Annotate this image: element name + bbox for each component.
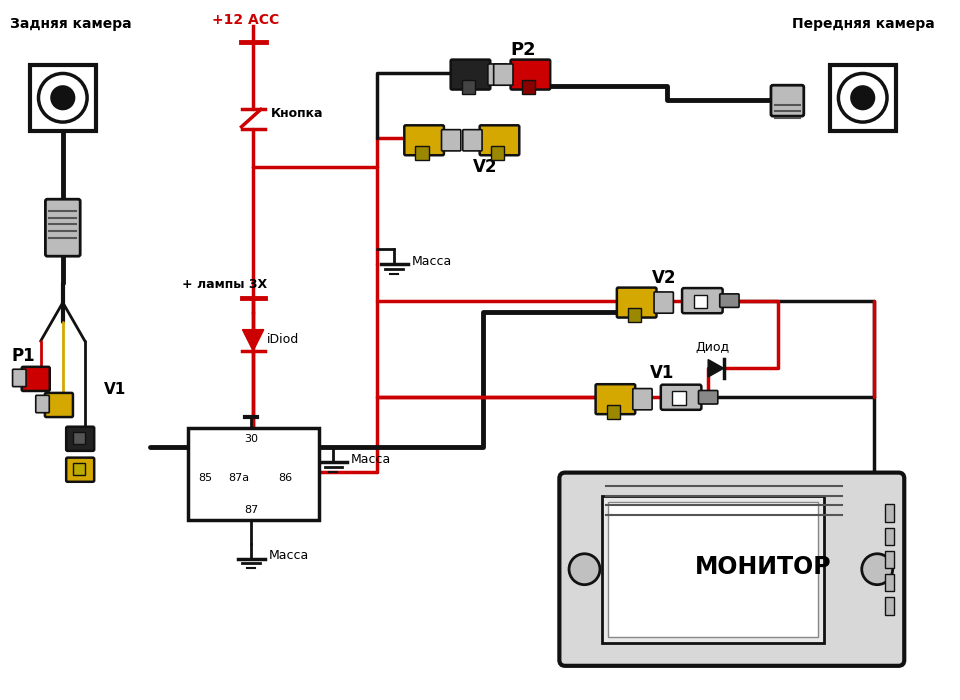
FancyBboxPatch shape	[404, 125, 444, 155]
Bar	[416, 146, 429, 160]
FancyBboxPatch shape	[560, 473, 904, 666]
Text: V2: V2	[473, 158, 498, 176]
Bar	[628, 309, 641, 322]
Bar	[73, 463, 85, 475]
FancyBboxPatch shape	[66, 427, 94, 451]
Text: +12 ACC: +12 ACC	[212, 13, 279, 27]
Text: iDiod: iDiod	[267, 333, 299, 346]
Text: 87: 87	[244, 505, 258, 515]
Text: 30: 30	[244, 434, 258, 444]
Text: V2: V2	[652, 270, 677, 287]
Bar	[672, 391, 686, 405]
Text: Масса: Масса	[412, 255, 452, 267]
Text: P2: P2	[510, 41, 536, 60]
Text: P1: P1	[12, 346, 36, 365]
Text: Масса: Масса	[269, 550, 309, 562]
Text: Кнопка: Кнопка	[271, 107, 323, 120]
FancyBboxPatch shape	[45, 393, 73, 417]
Circle shape	[862, 554, 893, 584]
FancyBboxPatch shape	[488, 64, 507, 85]
FancyBboxPatch shape	[511, 60, 550, 90]
Bar	[607, 405, 620, 419]
FancyBboxPatch shape	[66, 458, 94, 482]
FancyBboxPatch shape	[12, 369, 26, 386]
Text: Диод: Диод	[695, 341, 729, 354]
Circle shape	[52, 87, 74, 109]
Bar	[829, 65, 896, 131]
FancyBboxPatch shape	[682, 288, 723, 313]
Text: МОНИТОР: МОНИТОР	[695, 555, 831, 579]
Bar	[885, 574, 894, 592]
Circle shape	[852, 87, 874, 109]
Bar	[462, 80, 475, 94]
Text: Масса: Масса	[350, 453, 391, 466]
Bar	[491, 146, 504, 160]
Bar	[608, 502, 818, 637]
Text: V1: V1	[650, 364, 675, 382]
FancyBboxPatch shape	[442, 130, 461, 151]
Circle shape	[838, 74, 887, 122]
FancyBboxPatch shape	[699, 391, 718, 404]
FancyBboxPatch shape	[654, 292, 673, 313]
Polygon shape	[708, 360, 724, 377]
Circle shape	[38, 74, 87, 122]
FancyBboxPatch shape	[720, 294, 739, 307]
Polygon shape	[243, 330, 264, 351]
Bar	[521, 80, 536, 94]
FancyBboxPatch shape	[450, 60, 491, 90]
FancyBboxPatch shape	[45, 199, 81, 256]
Bar	[885, 528, 894, 545]
Text: 87а: 87а	[228, 473, 250, 483]
Bar	[885, 597, 894, 615]
Text: Задняя камера: Задняя камера	[10, 18, 132, 32]
Circle shape	[569, 554, 600, 584]
FancyBboxPatch shape	[463, 130, 482, 151]
Text: + лампы 3Х: + лампы 3Х	[181, 278, 267, 291]
Bar	[30, 65, 96, 131]
Text: 85: 85	[198, 473, 212, 483]
FancyBboxPatch shape	[617, 288, 657, 318]
Text: 86: 86	[278, 473, 292, 483]
Bar	[602, 496, 824, 643]
FancyBboxPatch shape	[480, 125, 519, 155]
Bar	[188, 428, 319, 520]
Bar	[885, 551, 894, 568]
Text: Передняя камера: Передняя камера	[792, 18, 935, 32]
Bar	[694, 295, 708, 309]
Bar	[73, 432, 85, 444]
FancyBboxPatch shape	[771, 85, 804, 116]
FancyBboxPatch shape	[36, 395, 49, 413]
FancyBboxPatch shape	[660, 385, 702, 410]
Bar	[885, 505, 894, 522]
FancyBboxPatch shape	[633, 389, 652, 410]
FancyBboxPatch shape	[493, 64, 513, 85]
FancyBboxPatch shape	[595, 384, 636, 414]
Text: V1: V1	[105, 382, 127, 398]
FancyBboxPatch shape	[22, 367, 50, 391]
